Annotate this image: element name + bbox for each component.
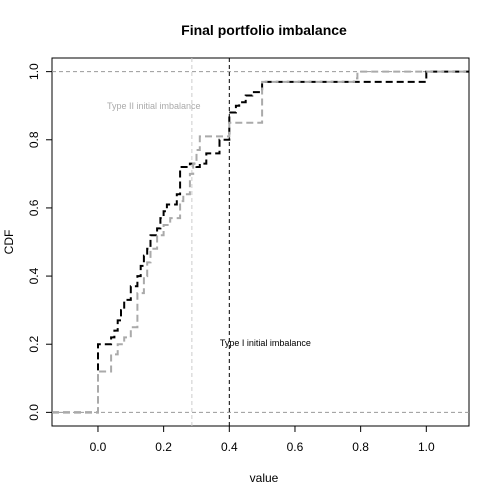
y-axis-label: CDF <box>2 230 16 255</box>
x-tick-label-2: 0.4 <box>221 440 238 454</box>
cdf-series-0 <box>52 70 469 414</box>
series-layer <box>52 70 469 414</box>
y-tick-label-4: 0.8 <box>27 131 41 148</box>
y-tick-label-1: 0.2 <box>27 336 41 353</box>
chart-title: Final portfolio imbalance <box>181 22 347 38</box>
y-tick-label-3: 0.6 <box>27 199 41 216</box>
x-tick-label-5: 1.0 <box>418 440 435 454</box>
x-axis: 0.0 0.2 0.4 0.6 0.8 1.0 <box>90 426 435 454</box>
x-tick-label-0: 0.0 <box>90 440 107 454</box>
y-tick-label-0: 0.0 <box>27 404 41 421</box>
x-tick-label-4: 0.8 <box>352 440 369 454</box>
plot-frame <box>51 57 470 427</box>
x-tick-label-1: 0.2 <box>155 440 172 454</box>
y-tick-label-2: 0.4 <box>27 267 41 284</box>
cdf-series-1 <box>52 70 469 414</box>
y-axis: 0.0 0.2 0.4 0.6 0.8 1.0 <box>27 63 52 421</box>
reference-lines <box>52 58 469 426</box>
y-tick-label-5: 1.0 <box>27 63 41 80</box>
annotations: Type II initial imbalance Type I initial … <box>107 101 311 348</box>
annotation-1: Type I initial imbalance <box>220 338 311 348</box>
x-tick-label-3: 0.6 <box>287 440 304 454</box>
annotation-0: Type II initial imbalance <box>107 101 201 111</box>
x-axis-label: value <box>250 471 279 485</box>
